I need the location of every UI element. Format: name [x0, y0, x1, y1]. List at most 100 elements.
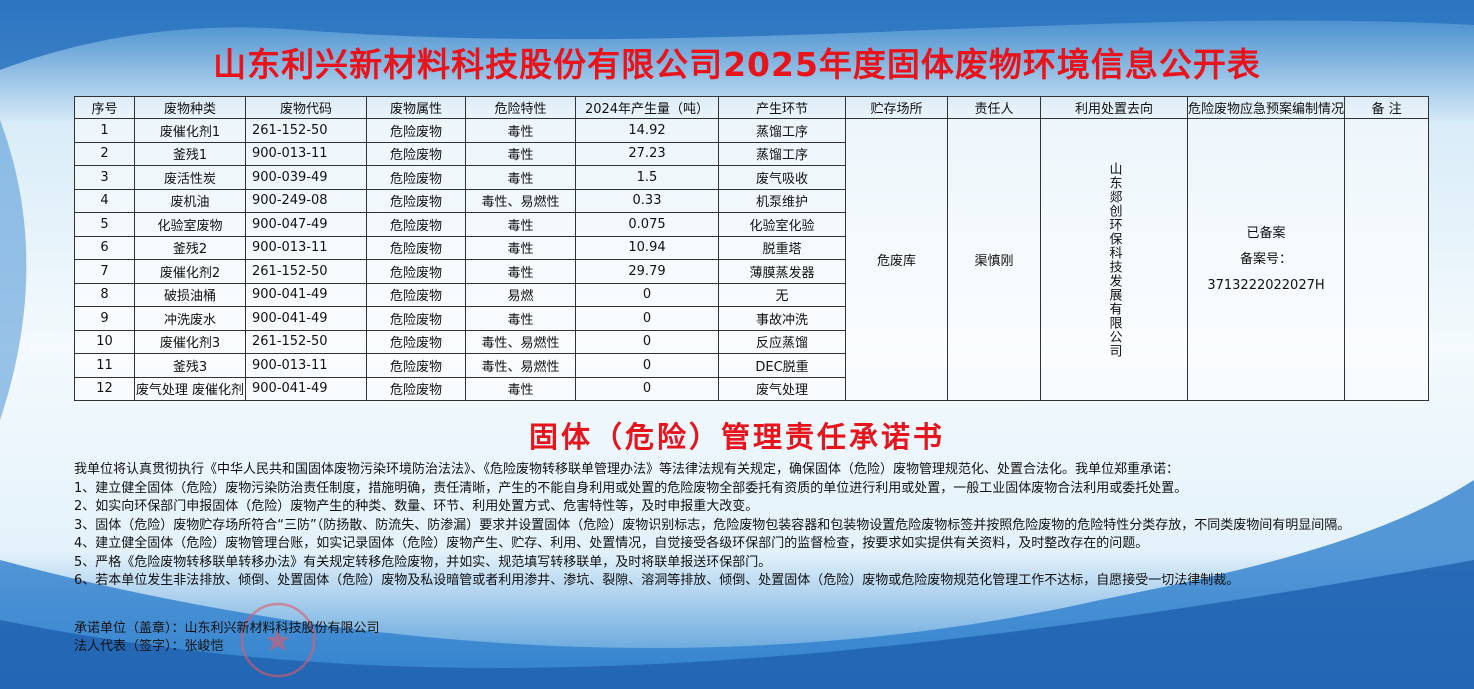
- table-cell: 危险废物: [366, 235, 466, 260]
- table-cell: 0: [575, 376, 719, 401]
- table-cell: 废气处理: [718, 376, 846, 401]
- table-cell: 釜残1: [134, 141, 246, 166]
- table-cell: 危险废物: [366, 165, 466, 190]
- table-cell: 蒸馏工序: [718, 141, 846, 166]
- table-row: 5 化验室废物 900-047-49 危险废物 毒性 0.075 化验室化验: [74, 212, 1429, 237]
- table-cell: 危险废物: [366, 118, 466, 143]
- table-cell: 0: [575, 282, 719, 307]
- table-cell: 6: [74, 235, 135, 260]
- commitment-paragraph: 3、固体（危险）废物贮存场所符合“三防”（防扬散、防流失、防渗漏）要求并设置固体…: [74, 517, 1351, 533]
- table-cell: 毒性: [465, 212, 576, 237]
- table-cell: 薄膜蒸发器: [718, 259, 846, 284]
- table-cell: 化验室废物: [134, 212, 246, 237]
- table-row: 7 废催化剂2 261-152-50 危险废物 毒性 29.79 薄膜蒸发器: [74, 259, 1429, 284]
- table-cell: 危险废物: [366, 259, 466, 284]
- header-cell: 2024年产生量（吨）: [575, 96, 719, 119]
- table-row: 12 废气处理 废催化剂 900-041-49 危险废物 毒性 0 废气处理: [74, 376, 1429, 401]
- table-cell: 化验室化验: [718, 212, 846, 237]
- table-cell: 毒性: [465, 306, 576, 331]
- table-row: 1 废催化剂1 261-152-50 危险废物 毒性 14.92 蒸馏工序 危废库 渠慎刚 山东郯…: [74, 118, 1430, 401]
- table-cell: 毒性: [465, 165, 576, 190]
- table-cell: 危险废物: [366, 212, 466, 237]
- table-cell: 900-249-08: [245, 188, 367, 213]
- table-cell: 900-039-49: [245, 165, 367, 190]
- header-cell: 产生环节: [718, 96, 846, 119]
- header-cell: 废物属性: [366, 96, 466, 119]
- table-cell: 0: [575, 353, 719, 378]
- table-cell: 毒性、易燃性: [465, 188, 576, 213]
- commitment-paragraph: 1、建立健全固体（危险）废物污染防治责任制度，措施明确，责任清晰，产生的不能自身…: [74, 480, 1188, 496]
- responsible-cell: 渠慎刚: [947, 118, 1041, 401]
- header-cell: 备 注: [1344, 96, 1430, 119]
- table-cell: 破损油桶: [134, 282, 246, 307]
- table-cell: 11: [74, 353, 135, 378]
- table-cell: 危险废物: [366, 376, 466, 401]
- table-cell: 14.92: [575, 118, 719, 143]
- table-cell: DEC脱重: [718, 353, 846, 378]
- header-cell: 废物代码: [245, 96, 367, 119]
- waste-table: 序号 废物种类 废物代码 废物属性 危险特性 2024年产生量（吨） 产生环节 贮存场所 责任人…: [74, 96, 1430, 401]
- table-cell: 900-041-49: [245, 376, 367, 401]
- plan-line: 备案号：: [1240, 251, 1293, 267]
- table-row: 10 废催化剂3 261-152-50 危险废物 毒性、易燃性 0 反应蒸馏: [74, 329, 1429, 354]
- table-cell: 危险废物: [366, 306, 466, 331]
- table-cell: 0: [575, 329, 719, 354]
- table-cell: 2: [74, 141, 135, 166]
- table-cell: 脱重塔: [718, 235, 846, 260]
- table-cell: 反应蒸馏: [718, 329, 846, 354]
- header-cell: 责任人: [947, 96, 1041, 119]
- table-cell: 3: [74, 165, 135, 190]
- commitment-body: 我单位将认真贯彻执行《中华人民共和国固体废物污染环境防治法法》、《危险废物转移联…: [44, 461, 1432, 591]
- table-cell: 毒性: [465, 376, 576, 401]
- table-cell: 0: [575, 306, 719, 331]
- commitment-paragraph: 6、若本单位发生非法排放、倾倒、处置固体（危险）废物及私设暗管或者利用渗井、渗坑…: [74, 573, 1240, 588]
- table-cell: 毒性: [465, 259, 576, 284]
- table-cell: 毒性: [465, 118, 576, 143]
- table-cell: 危险废物: [366, 188, 466, 213]
- table-cell: 5: [74, 212, 135, 237]
- table-cell: 1.5: [575, 165, 719, 190]
- signature-rep: 法人代表（签字）：张峻恺: [74, 639, 224, 654]
- table-cell: 釜残3: [134, 353, 246, 378]
- table-cell: 10: [74, 329, 135, 354]
- table-cell: 900-013-11: [245, 353, 367, 378]
- header-row: 序号 废物种类 废物代码 废物属性 危险特性 2024年产生量（吨） 产生环节 贮存场所 责任人…: [74, 96, 1430, 119]
- table-cell: 900-041-49: [245, 306, 367, 331]
- commitment-paragraph: 4、建立健全固体（危险）废物管理台账，如实记录固体（危险）废物产生、贮存、利用、…: [74, 536, 1149, 551]
- header-cell: 危险特性: [465, 96, 576, 119]
- table-cell: 冲洗废水: [134, 306, 246, 331]
- table-row: 9 冲洗废水 900-041-49 危险废物 毒性 0 事故冲洗: [74, 306, 1429, 331]
- table-cell: 4: [74, 188, 135, 213]
- header-cell: 贮存场所: [845, 96, 948, 119]
- plan-line: 已备案: [1246, 225, 1286, 241]
- table-cell: 毒性、易燃性: [465, 329, 576, 354]
- table-cell: 毒性、易燃性: [465, 353, 576, 378]
- table-cell: 废催化剂2: [134, 259, 246, 284]
- header-cell: 废物种类: [134, 96, 246, 119]
- title: 山东利兴新材料科技股份有限公司2025年度固体废物环境信息公开表: [213, 45, 1261, 84]
- commitment-title: 固体（危险）管理责任承诺书: [528, 420, 945, 454]
- signature-unit: 承诺单位（盖章）：山东利兴新材料科技股份有限公司: [74, 621, 380, 636]
- header-cell: 利用处置去向: [1040, 96, 1188, 119]
- table-cell: 危险废物: [366, 329, 466, 354]
- commitment-paragraph: 我单位将认真贯彻执行《中华人民共和国固体废物污染环境防治法法》、《危险废物转移联…: [74, 462, 1180, 477]
- table-cell: 废气吸收: [718, 165, 846, 190]
- table-cell: 易燃: [465, 282, 576, 307]
- table-cell: 261-152-50: [245, 259, 367, 284]
- table-cell: 7: [74, 259, 135, 284]
- commitment-paragraph: 2、如实向环保部门申报固体（危险）废物产生的种类、数量、环节、利用处置方式、危害…: [74, 499, 759, 514]
- disposal-cell: 山东郯创环保科技发展有限公司: [1040, 118, 1188, 401]
- table-cell: 10.94: [575, 235, 719, 260]
- commitment-paragraph: 5、严格《危险废物转移联单转移办法》有关规定转移危险废物，并如实、规范填写转移联…: [74, 554, 772, 570]
- table-cell: 0.075: [575, 212, 719, 237]
- table-cell: 900-047-49: [245, 212, 367, 237]
- table-cell: 0.33: [575, 188, 719, 213]
- table-cell: 废活性炭: [134, 165, 246, 190]
- table-cell: 900-013-11: [245, 141, 367, 166]
- table-cell: 8: [74, 282, 135, 307]
- table-cell: 危险废物: [366, 141, 466, 166]
- header-cell: 序号: [74, 96, 135, 119]
- plan-line: 3713222022027H: [1207, 277, 1325, 293]
- plan-cell: 已备案备案号： 3713222022027H: [1186, 118, 1346, 401]
- table-cell: 蒸馏工序: [718, 118, 846, 143]
